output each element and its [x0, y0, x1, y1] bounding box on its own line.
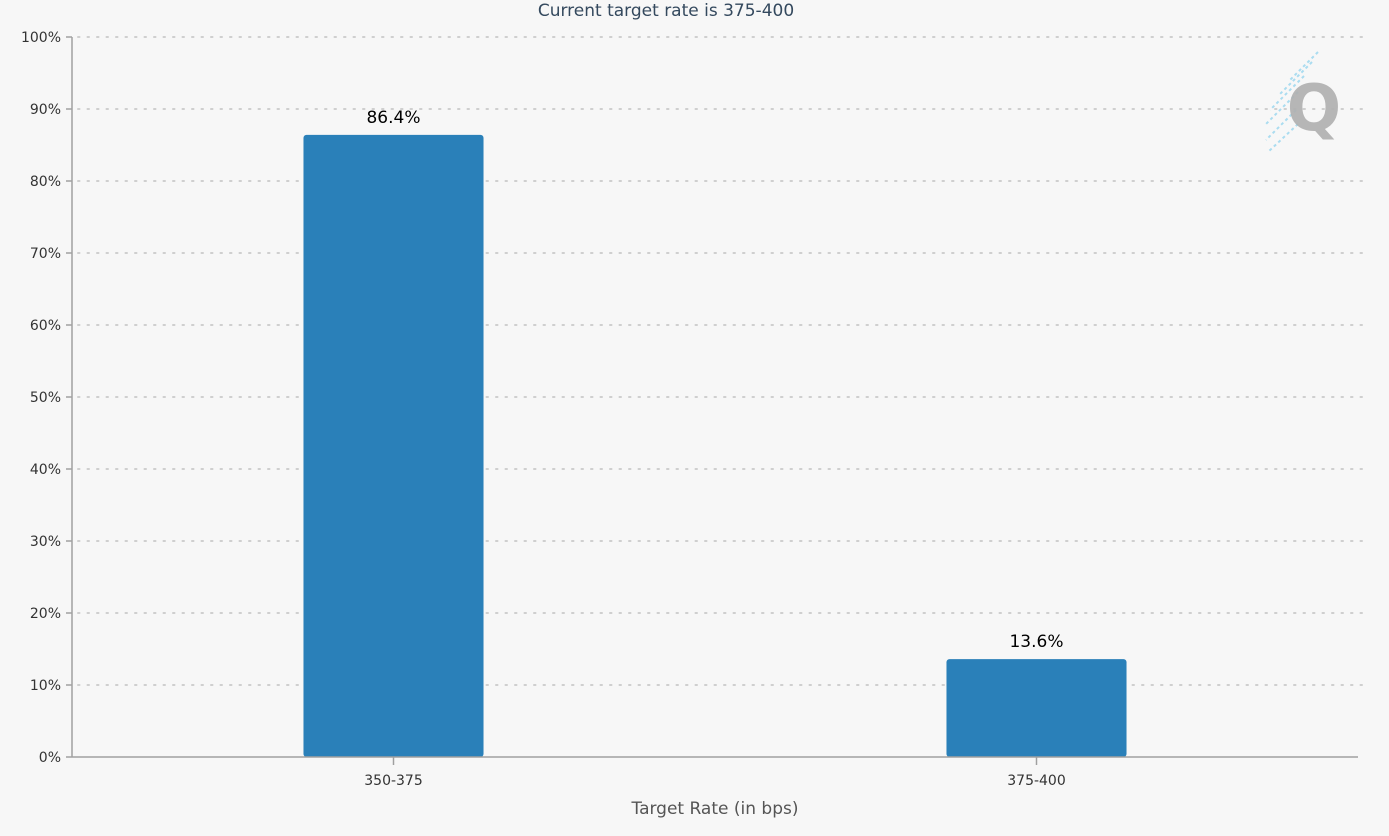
- axes: 0% 10% 20% 30% 40% 50% 60% 70% 80% 90% 100% 350-375…: [21, 30, 1358, 789]
- data-label: 86.4%: [366, 108, 420, 128]
- logo-streak: [1269, 75, 1305, 111]
- gridlines: [77, 36, 1365, 686]
- y-tick-label: 20%: [30, 606, 61, 622]
- data-label: 13.6%: [1009, 632, 1063, 652]
- y-tick-label: 0%: [39, 750, 61, 766]
- x-tick-label: 375-400: [1007, 773, 1066, 789]
- bar-350-375[interactable]: [303, 134, 484, 758]
- bar-375-400[interactable]: [946, 659, 1127, 757]
- y-tick-label: 100%: [21, 30, 61, 46]
- y-tick-label: 10%: [30, 678, 61, 694]
- logo-streak: [1267, 123, 1299, 153]
- x-tick-label: 350-375: [364, 773, 423, 789]
- logo-letter: Q: [1287, 72, 1341, 146]
- bars: [303, 134, 1127, 758]
- q-logo-icon: Q: [1265, 51, 1341, 153]
- logo-streak: [1265, 91, 1299, 125]
- x-axis-title: Target Rate (in bps): [631, 799, 799, 819]
- y-tick-label: 90%: [30, 102, 61, 118]
- y-tick-label: 70%: [30, 246, 61, 262]
- logo-streak: [1279, 61, 1313, 95]
- chart-title: Current target rate is 375-400: [538, 1, 794, 21]
- y-tick-label: 80%: [30, 174, 61, 190]
- y-tick-label: 50%: [30, 390, 61, 406]
- y-tick-label: 40%: [30, 462, 61, 478]
- logo-streak: [1289, 51, 1319, 81]
- data-labels: 86.4% 13.6%: [366, 108, 1063, 652]
- logo-streak: [1265, 109, 1297, 141]
- y-tick-label: 60%: [30, 318, 61, 334]
- y-tick-label: 30%: [30, 534, 61, 550]
